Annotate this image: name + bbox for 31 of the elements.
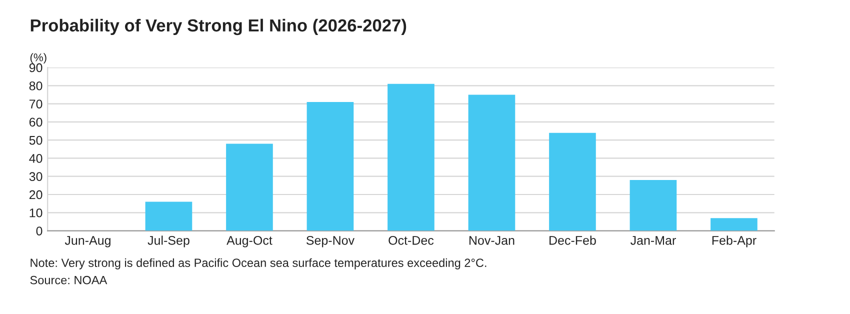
y-tick-label: 50 [29, 136, 42, 145]
x-tick-label: Aug-Oct [226, 236, 272, 248]
y-axis-title: (%) [30, 53, 46, 64]
bar [306, 102, 354, 231]
y-tick-label: 10 [30, 208, 42, 218]
y-tick-label: 70 [29, 100, 42, 108]
y-tick-label: 80 [29, 81, 42, 90]
x-tick-label: Jun-Aug [64, 236, 110, 248]
y-tick-label: 40 [29, 154, 42, 163]
y-tick-label: 0 [36, 226, 42, 236]
x-tick-label: Dec-Feb [550, 236, 596, 245]
y-tick-label: 20 [29, 190, 42, 200]
text: Note: Very strong is defined as Pacific Ocean sea surface temperatures exceeding 2°C. [30, 258, 486, 270]
chart-title: Probability of Very Strong El Nino (2026-2027) [30, 18, 406, 36]
bar [145, 202, 192, 231]
x-tick-label: Oct-Dec [388, 236, 434, 245]
source-note: Source: NOAA [30, 276, 108, 284]
x-tick-label: Jan-Mar [630, 236, 676, 245]
x-tick-label: Feb-Apr [712, 236, 756, 248]
bar [388, 84, 434, 231]
x-tick-label: Jul-Sep [148, 236, 190, 248]
bar [549, 132, 596, 231]
bar [226, 144, 273, 231]
y-tick-label: 30 [29, 172, 42, 182]
bar [468, 94, 516, 231]
x-tick-label: Nov-Jan [469, 236, 514, 245]
bar [630, 180, 677, 231]
y-tick-label: 90 [29, 63, 42, 72]
x-tick-label: Sep-Nov [306, 236, 354, 248]
y-tick-label: 60 [29, 118, 42, 127]
bar [710, 218, 758, 231]
